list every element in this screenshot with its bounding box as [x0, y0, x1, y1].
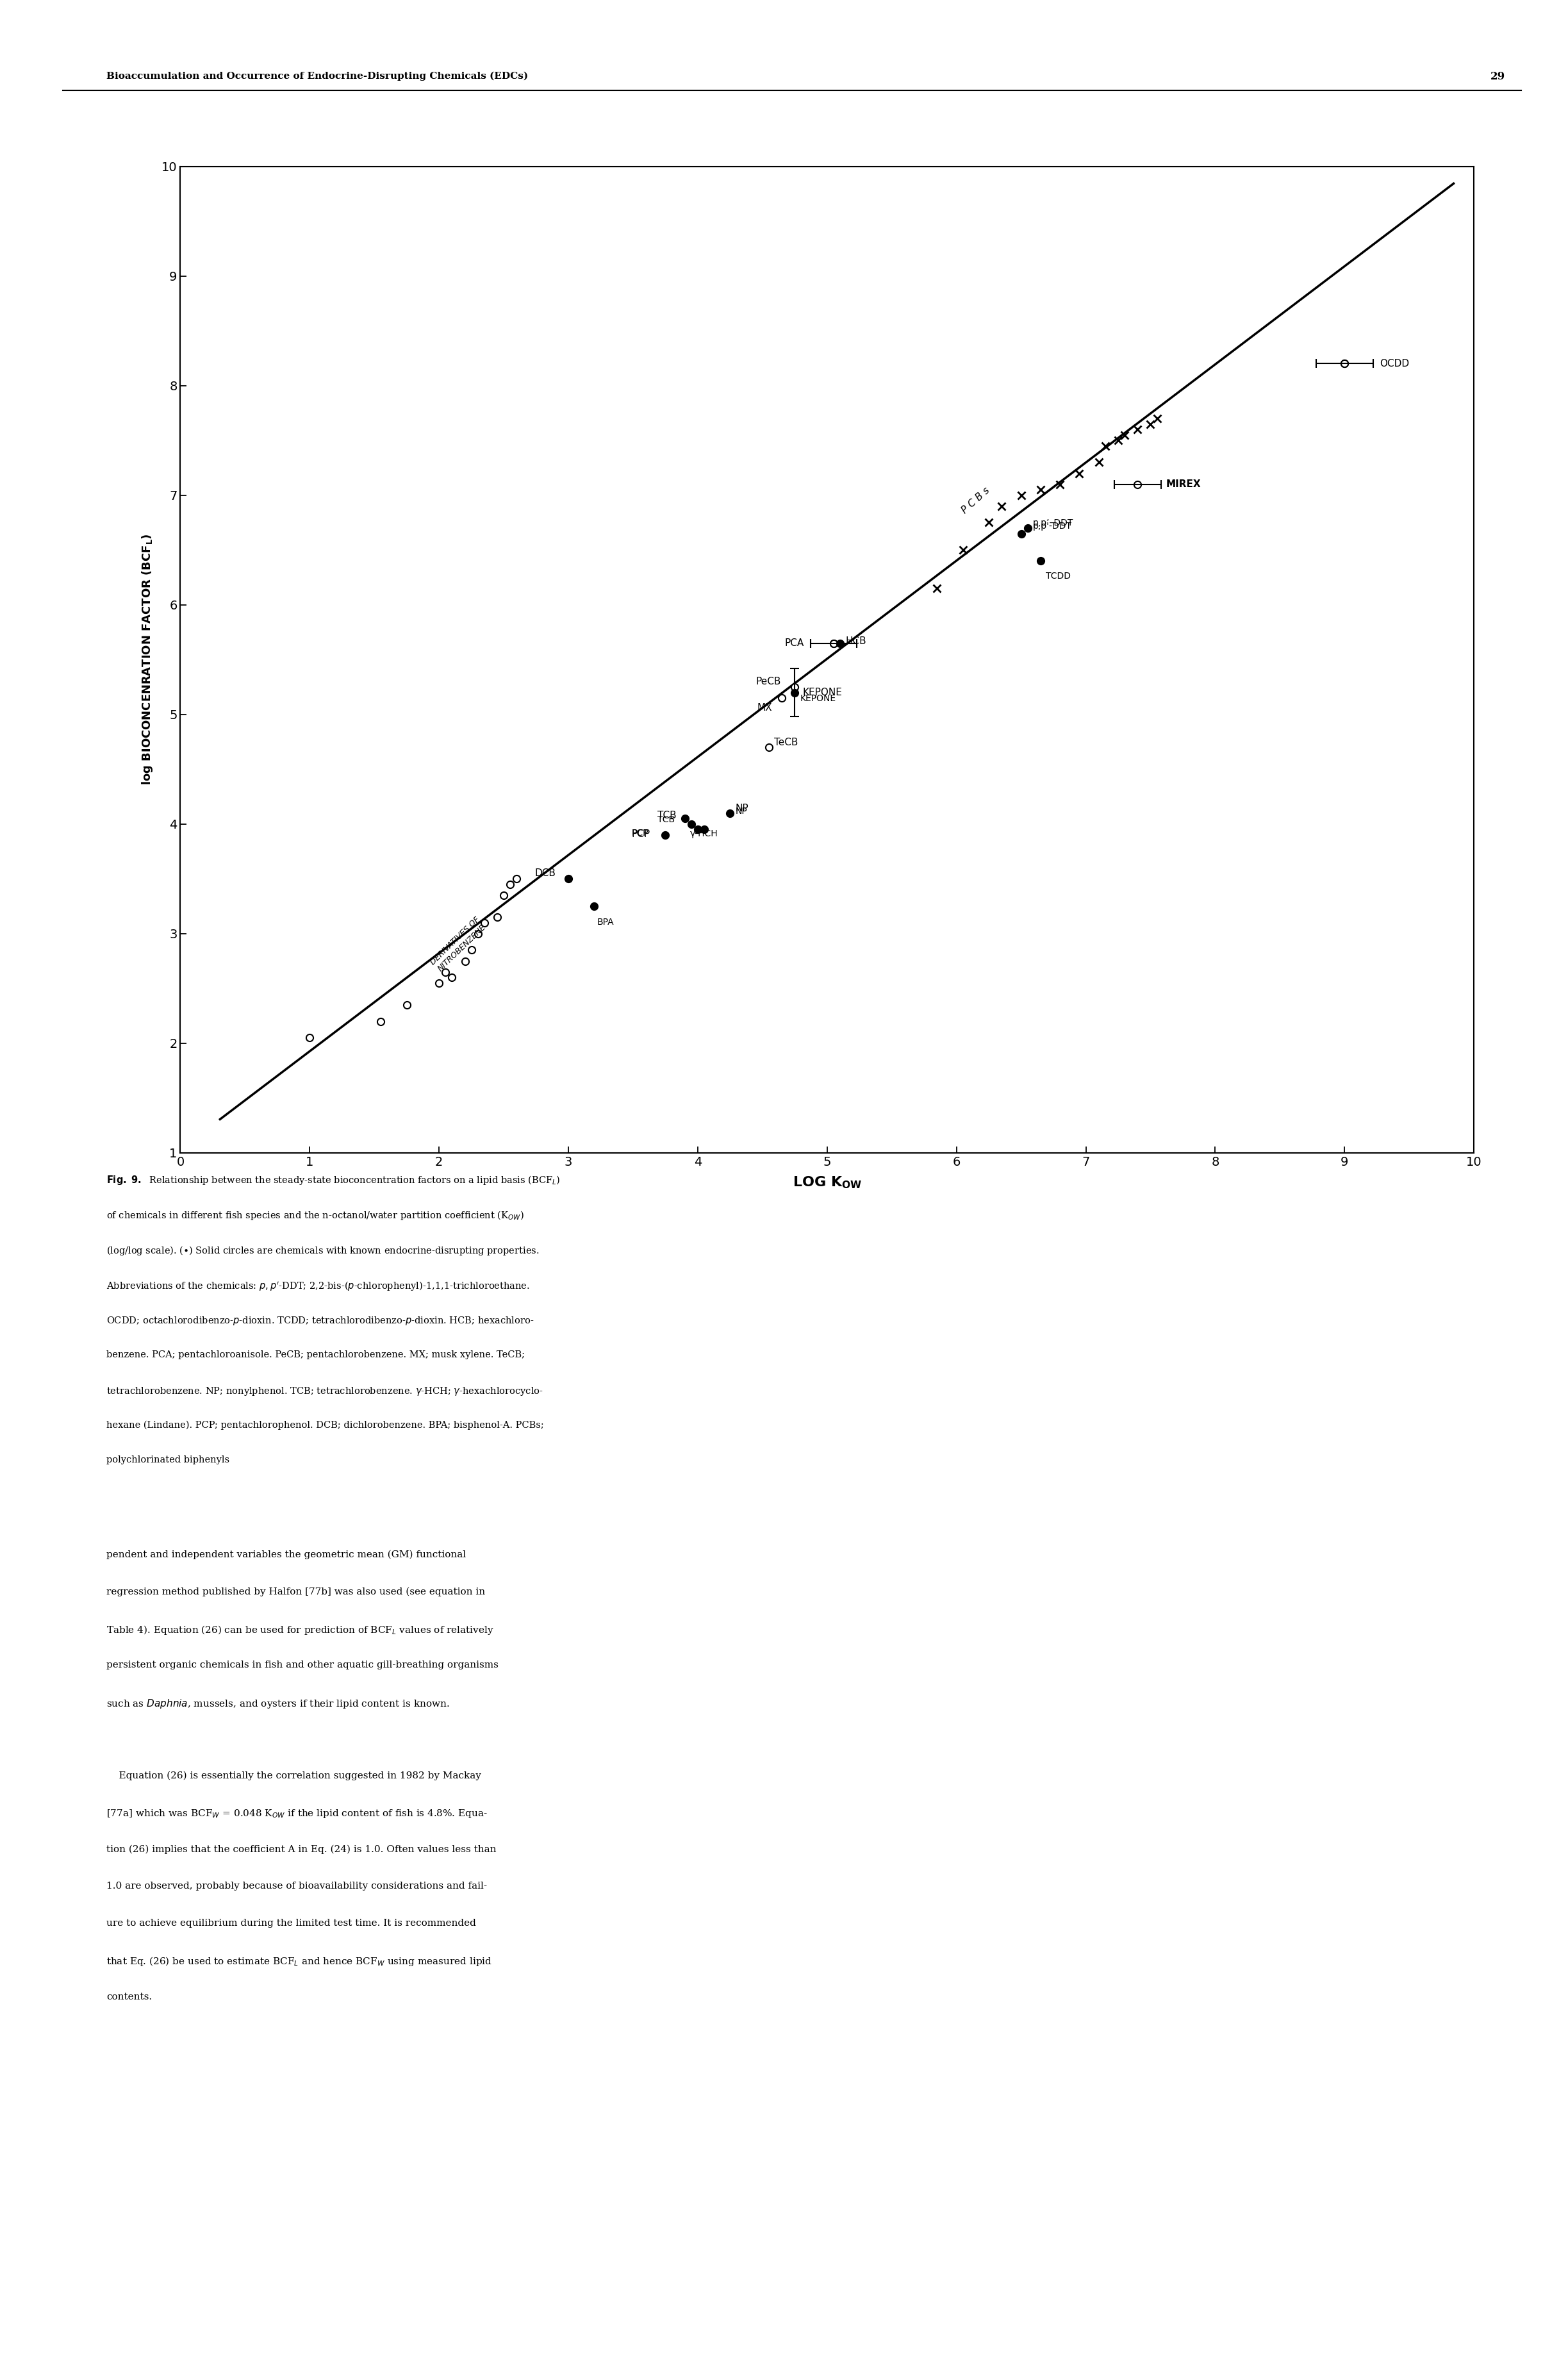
Text: regression method published by Halfon [77b] was also used (see equation in: regression method published by Halfon [7… [107, 1588, 486, 1597]
Text: Abbreviations of the chemicals: $p,p'$-DDT; 2,2-bis-($p$-chlorophenyl)-1,1,1-tri: Abbreviations of the chemicals: $p,p'$-D… [107, 1279, 530, 1293]
Text: HCB: HCB [845, 637, 866, 647]
Text: 29: 29 [1491, 71, 1505, 83]
Text: MIREX: MIREX [1167, 480, 1201, 490]
Text: TCB: TCB [657, 811, 676, 820]
Text: Equation (26) is essentially the correlation suggested in 1982 by Mackay: Equation (26) is essentially the correla… [107, 1771, 481, 1780]
Text: Bioaccumulation and Occurrence of Endocrine-Disrupting Chemicals (EDCs): Bioaccumulation and Occurrence of Endocr… [107, 71, 528, 81]
Text: P C B s: P C B s [960, 485, 991, 516]
Text: DCB: DCB [535, 868, 555, 877]
Text: DERIVATIVES OF
NITROBENZENE: DERIVATIVES OF NITROBENZENE [428, 915, 488, 975]
Text: PCP: PCP [632, 830, 649, 837]
Text: tion (26) implies that the coefficient A in Eq. (24) is 1.0. Often values less t: tion (26) implies that the coefficient A… [107, 1845, 497, 1854]
Y-axis label: log BIOCONCENRATION FACTOR (BCF$_\mathregular{L}$): log BIOCONCENRATION FACTOR (BCF$_\mathre… [140, 535, 154, 784]
Text: OCDD: OCDD [1380, 359, 1410, 368]
Text: PCP: PCP [632, 830, 651, 839]
Text: pendent and independent variables the geometric mean (GM) functional: pendent and independent variables the ge… [107, 1550, 466, 1559]
Text: polychlorinated biphenyls: polychlorinated biphenyls [107, 1455, 230, 1464]
Text: tetrachlorobenzene. NP; nonylphenol. TCB; tetrachlorobenzene. $\gamma$-HCH; $\ga: tetrachlorobenzene. NP; nonylphenol. TCB… [107, 1386, 544, 1398]
Text: NP: NP [735, 806, 748, 815]
Text: [77a] which was BCF$_W$ = 0.048 K$_{OW}$ if the lipid content of fish is 4.8%. E: [77a] which was BCF$_W$ = 0.048 K$_{OW}$… [107, 1809, 488, 1821]
Text: TeCB: TeCB [775, 737, 798, 746]
Text: γ-HCH: γ-HCH [690, 830, 718, 839]
Text: ure to achieve equilibrium during the limited test time. It is recommended: ure to achieve equilibrium during the li… [107, 1918, 477, 1928]
Text: p,p’–DDT: p,p’–DDT [1033, 518, 1074, 528]
Text: BPA: BPA [597, 918, 615, 927]
Text: OCDD; octachlorodibenzo-$p$-dioxin. TCDD; tetrachlorodibenzo-$p$-dioxin. HCB; he: OCDD; octachlorodibenzo-$p$-dioxin. TCDD… [107, 1314, 535, 1326]
Text: $\bf{Fig.\ 9.}$  Relationship between the steady-state bioconcentration factors : $\bf{Fig.\ 9.}$ Relationship between the… [107, 1174, 561, 1186]
Text: of chemicals in different fish species and the n-octanol/water partition coeffic: of chemicals in different fish species a… [107, 1210, 524, 1222]
Text: that Eq. (26) be used to estimate BCF$_L$ and hence BCF$_W$ using measured lipid: that Eq. (26) be used to estimate BCF$_L… [107, 1956, 492, 1968]
Text: hexane (Lindane). PCP; pentachlorophenol. DCB; dichlorobenzene. BPA; bisphenol-A: hexane (Lindane). PCP; pentachlorophenol… [107, 1421, 544, 1429]
Text: 1.0 are observed, probably because of bioavailability considerations and fail-: 1.0 are observed, probably because of bi… [107, 1883, 488, 1890]
Text: (log/log scale). ($\bullet$) Solid circles are chemicals with known endocrine-di: (log/log scale). ($\bullet$) Solid circl… [107, 1246, 539, 1257]
Text: benzene. PCA; pentachloroanisole. PeCB; pentachlorobenzene. MX; musk xylene. TeC: benzene. PCA; pentachloroanisole. PeCB; … [107, 1350, 525, 1360]
Text: TCB: TCB [657, 815, 674, 825]
Text: such as $\it{Daphnia}$, mussels, and oysters if their lipid content is known.: such as $\it{Daphnia}$, mussels, and oys… [107, 1697, 450, 1709]
Text: NP: NP [735, 803, 748, 813]
X-axis label: LOG K$_\mathregular{OW}$: LOG K$_\mathregular{OW}$ [792, 1174, 862, 1191]
Text: Table 4). Equation (26) can be used for prediction of BCF$_L$ values of relative: Table 4). Equation (26) can be used for … [107, 1623, 494, 1635]
Text: PeCB: PeCB [756, 677, 781, 687]
Text: KEPONE: KEPONE [803, 687, 842, 696]
Text: contents.: contents. [107, 1992, 152, 2001]
Text: persistent organic chemicals in fish and other aquatic gill-breathing organisms: persistent organic chemicals in fish and… [107, 1662, 499, 1669]
Text: KEPONE: KEPONE [800, 694, 836, 704]
Text: MX: MX [757, 704, 771, 713]
Text: TCDD: TCDD [1046, 570, 1071, 580]
Text: PCA: PCA [784, 639, 804, 649]
Text: p,p'-DDT: p,p'-DDT [1033, 523, 1073, 530]
